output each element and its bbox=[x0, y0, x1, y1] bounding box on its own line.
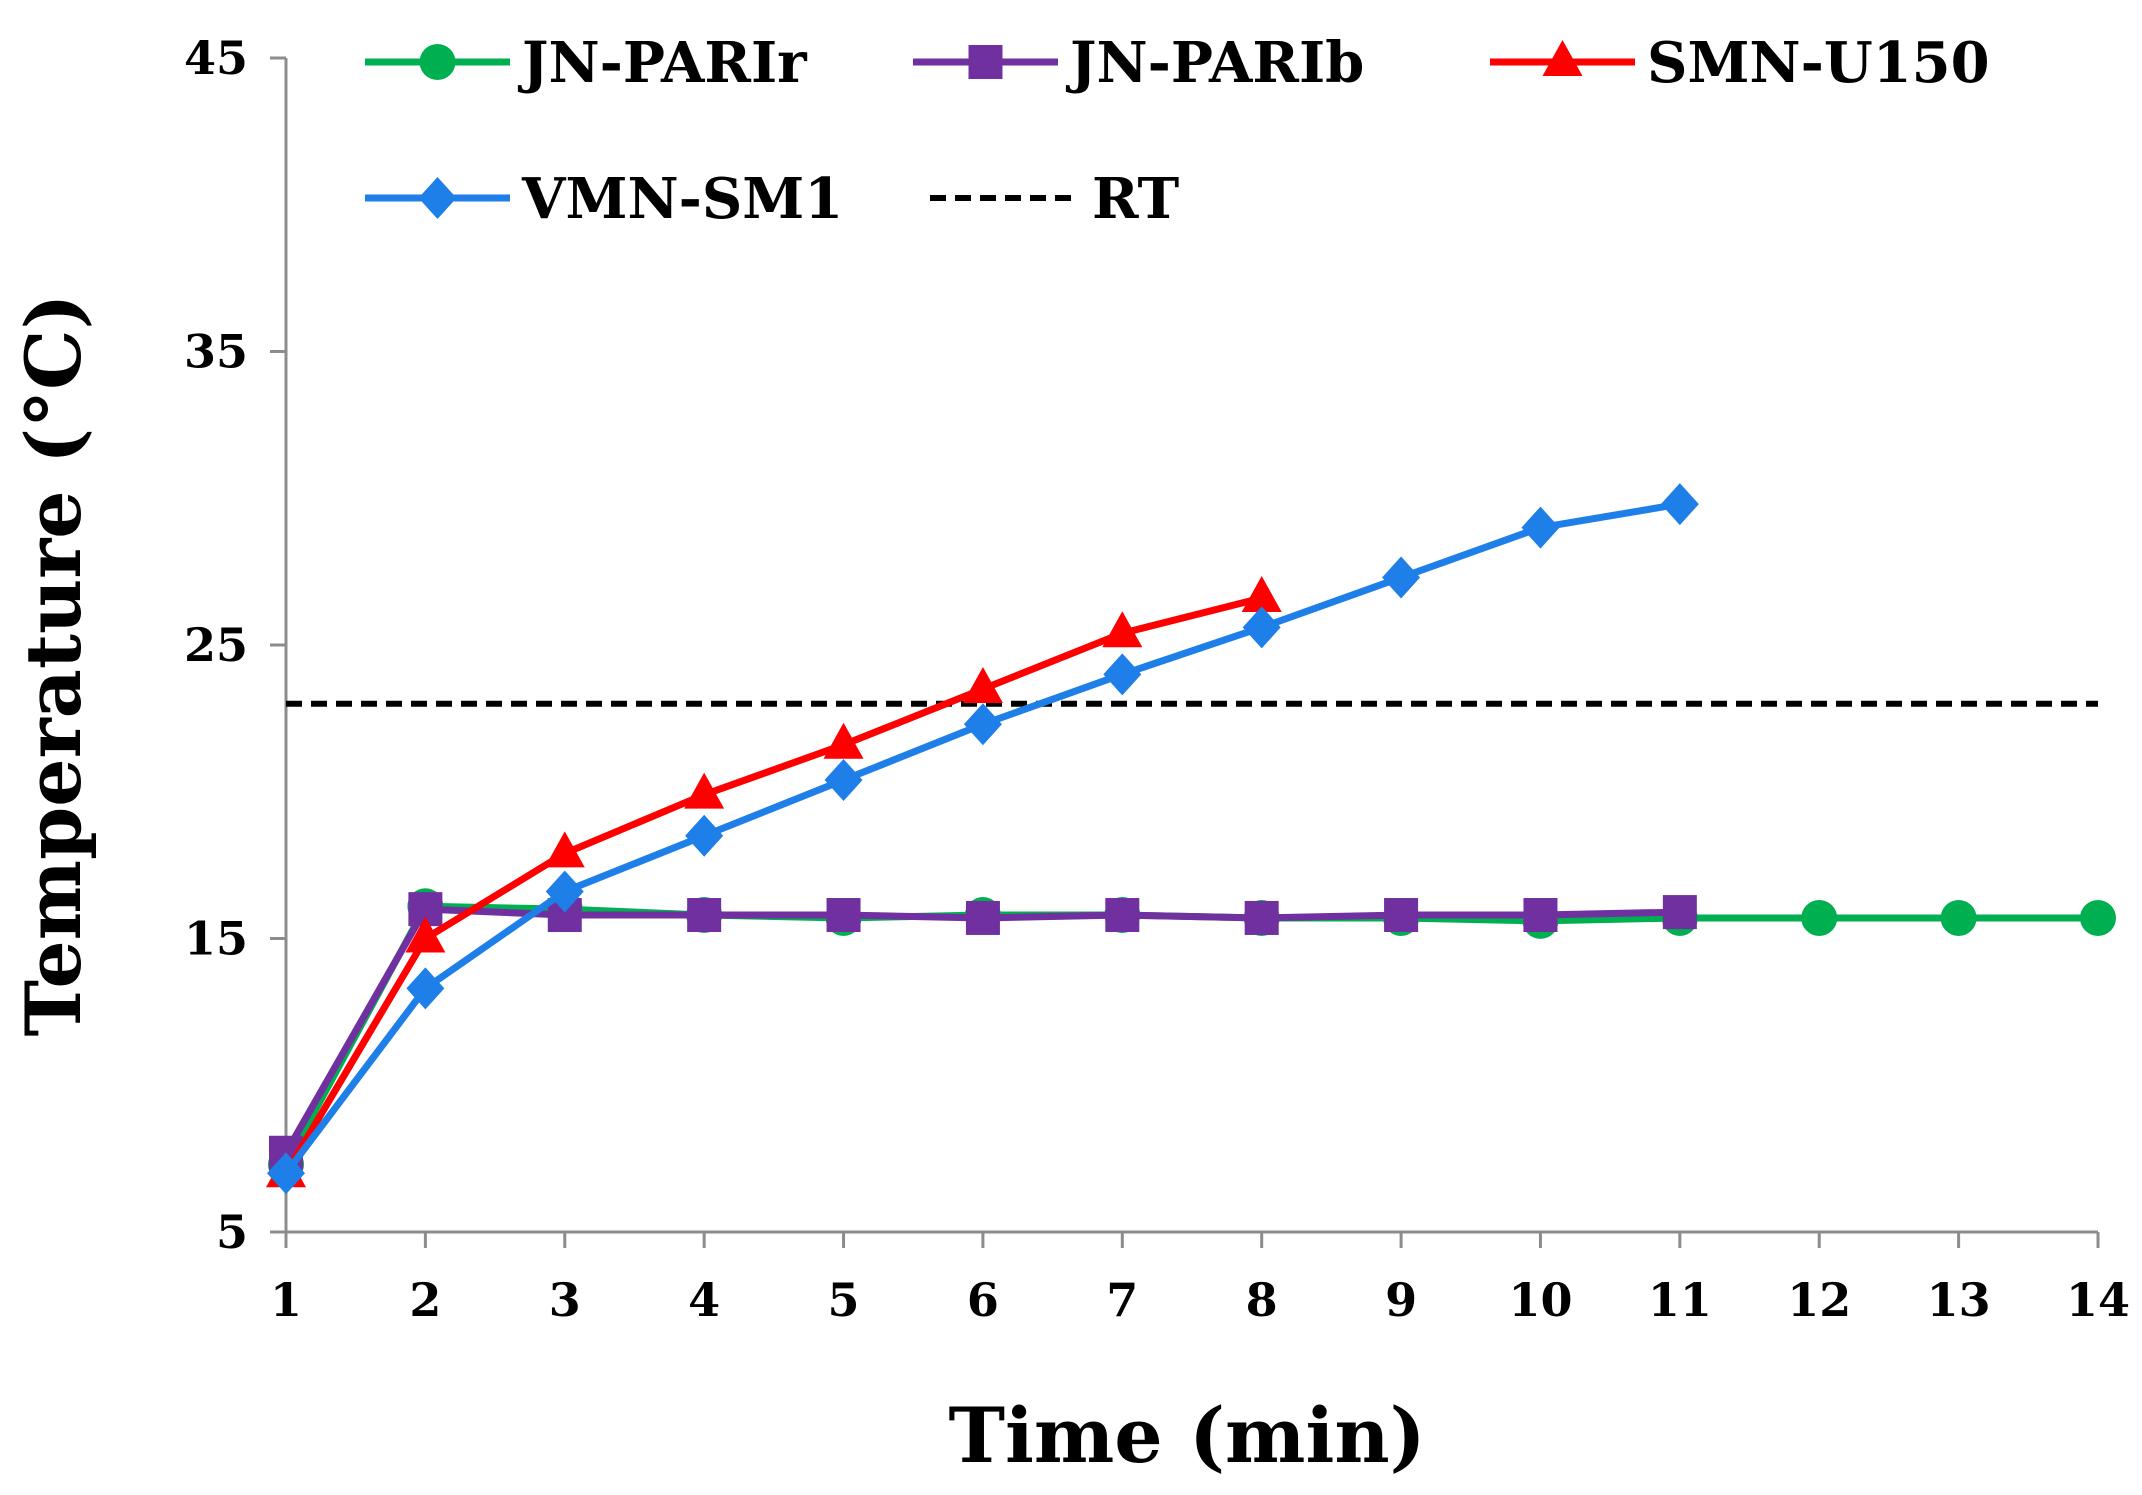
data-point-jn-parib bbox=[965, 900, 1000, 935]
x-tick-label: 5 bbox=[828, 1273, 860, 1327]
data-point-vmn-sm1 bbox=[406, 967, 445, 1010]
legend-item-rt: RT bbox=[930, 166, 1180, 232]
legend-label-vmn-sm1: VMN-SM1 bbox=[521, 166, 843, 232]
data-point-jn-parib bbox=[1523, 898, 1558, 933]
legend-swatch-marker-jn-parib bbox=[968, 45, 1003, 79]
data-point-jn-parir bbox=[2080, 899, 2116, 936]
legend-swatch-marker-smn-u150 bbox=[1542, 40, 1583, 76]
legend-item-smn-u150: SMN-U150 bbox=[1490, 30, 1990, 96]
x-tick-label: 10 bbox=[1508, 1273, 1572, 1327]
x-tick-label: 7 bbox=[1106, 1273, 1138, 1327]
y-tick-label: 35 bbox=[184, 325, 248, 379]
x-tick-label: 12 bbox=[1787, 1273, 1851, 1327]
x-tick-label: 6 bbox=[967, 1273, 999, 1327]
data-point-vmn-sm1 bbox=[824, 759, 863, 802]
y-tick-label: 15 bbox=[184, 912, 248, 966]
legend-swatch-marker-jn-parir bbox=[419, 44, 456, 80]
data-point-vmn-sm1 bbox=[685, 814, 724, 857]
y-tick-label: 25 bbox=[184, 618, 248, 672]
series-jn-parir bbox=[268, 888, 2116, 1183]
data-point-jn-parib bbox=[1105, 898, 1140, 933]
data-point-smn-u150 bbox=[544, 831, 585, 868]
x-tick-label: 9 bbox=[1385, 1273, 1417, 1327]
legend-item-vmn-sm1: VMN-SM1 bbox=[365, 166, 843, 232]
data-point-smn-u150 bbox=[684, 772, 725, 809]
data-point-vmn-sm1 bbox=[1103, 653, 1142, 696]
data-point-vmn-sm1 bbox=[1660, 483, 1699, 526]
series-line-jn-parib bbox=[282, 905, 1684, 1157]
legend-item-jn-parib: JN-PARIb bbox=[913, 30, 1364, 96]
legend-label-jn-parib: JN-PARIb bbox=[1065, 30, 1364, 96]
series-jn-parib bbox=[269, 892, 1697, 1170]
y-tick-label: 45 bbox=[184, 31, 248, 85]
data-point-vmn-sm1 bbox=[963, 703, 1002, 746]
data-point-smn-u150 bbox=[405, 916, 446, 953]
data-point-jn-parib bbox=[1244, 900, 1279, 935]
x-tick-label: 4 bbox=[688, 1273, 720, 1327]
legend: JN-PARIr JN-PARIb SMN-U150 VMN-SM1 RT bbox=[365, 30, 1990, 232]
data-point-vmn-sm1 bbox=[1382, 556, 1421, 599]
data-point-jn-parir bbox=[1940, 899, 1977, 936]
x-tick-label: 14 bbox=[2066, 1273, 2130, 1327]
legend-item-jn-parir: JN-PARIr bbox=[365, 30, 808, 96]
data-point-vmn-sm1 bbox=[1521, 506, 1560, 549]
series-line-jn-parir bbox=[282, 902, 2102, 1168]
data-point-smn-u150 bbox=[1241, 576, 1282, 613]
legend-label-rt: RT bbox=[1092, 166, 1180, 232]
x-tick-label: 1 bbox=[270, 1273, 302, 1327]
data-series bbox=[266, 483, 2116, 1195]
data-point-jn-parib bbox=[1384, 898, 1419, 933]
data-point-jn-parir bbox=[1801, 899, 1838, 936]
legend-label-smn-u150: SMN-U150 bbox=[1647, 30, 1990, 96]
x-tick-label: 2 bbox=[409, 1273, 441, 1327]
x-tick-label: 8 bbox=[1246, 1273, 1278, 1327]
legend-label-jn-parir: JN-PARIr bbox=[517, 30, 808, 96]
x-tick-label: 3 bbox=[549, 1273, 581, 1327]
data-point-smn-u150 bbox=[962, 667, 1003, 704]
x-tick-label: 13 bbox=[1927, 1273, 1991, 1327]
data-point-jn-parib bbox=[1662, 895, 1697, 930]
series-line-vmn-sm1 bbox=[282, 500, 1684, 1177]
y-tick-label: 5 bbox=[216, 1205, 248, 1259]
data-point-vmn-sm1 bbox=[1242, 606, 1281, 649]
y-axis-title: Temperature (°C) bbox=[9, 293, 98, 1036]
data-point-vmn-sm1 bbox=[545, 870, 584, 913]
data-point-smn-u150 bbox=[823, 722, 864, 759]
series-vmn-sm1 bbox=[267, 483, 1699, 1195]
series-line-smn-u150 bbox=[282, 594, 1266, 1177]
legend-swatch-marker-vmn-sm1 bbox=[418, 177, 457, 219]
data-point-vmn-sm1 bbox=[267, 1152, 305, 1195]
x-tick-label: 11 bbox=[1648, 1273, 1712, 1327]
data-point-jn-parib bbox=[826, 898, 861, 933]
data-point-smn-u150 bbox=[1102, 611, 1143, 648]
x-axis-title: Time (min) bbox=[948, 1391, 1425, 1480]
data-point-jn-parib bbox=[687, 898, 722, 933]
